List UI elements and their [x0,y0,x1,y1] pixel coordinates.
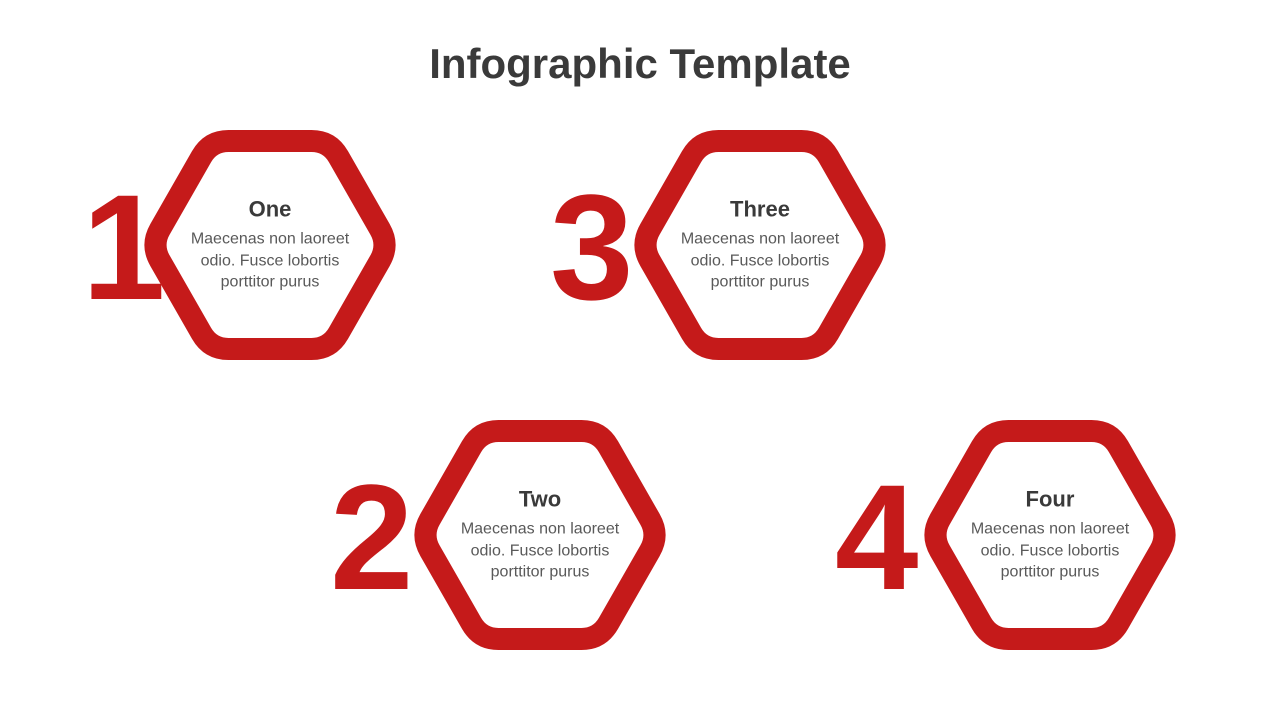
item-3-number: 3 [550,172,629,322]
info-item-2: 2 Two Maecenas non laoreet odio. Fusce l… [410,420,670,650]
info-item-1: 1 One Maecenas non laoreet odio. Fusce l… [140,130,400,360]
item-2-number: 2 [330,462,409,612]
hexagon-shape: Four Maecenas non laoreet odio. Fusce lo… [920,420,1180,650]
item-2-body: Maecenas non laoreet odio. Fusce loborti… [455,519,625,584]
item-2-title: Two [455,487,625,513]
item-1-title: One [185,197,355,223]
item-2-content: Two Maecenas non laoreet odio. Fusce lob… [455,487,625,584]
hexagon-shape: Three Maecenas non laoreet odio. Fusce l… [630,130,890,360]
hexagon-shape: One Maecenas non laoreet odio. Fusce lob… [140,130,400,360]
slide: Infographic Template 1 One Maecenas non … [0,0,1280,720]
item-1-body: Maecenas non laoreet odio. Fusce loborti… [185,229,355,294]
info-item-4: 4 Four Maecenas non laoreet odio. Fusce … [920,420,1180,650]
item-4-content: Four Maecenas non laoreet odio. Fusce lo… [965,487,1135,584]
item-4-number: 4 [835,462,914,612]
item-3-title: Three [675,197,845,223]
item-3-body: Maecenas non laoreet odio. Fusce loborti… [675,229,845,294]
hexagon-shape: Two Maecenas non laoreet odio. Fusce lob… [410,420,670,650]
item-4-title: Four [965,487,1135,513]
item-3-content: Three Maecenas non laoreet odio. Fusce l… [675,197,845,294]
item-4-body: Maecenas non laoreet odio. Fusce loborti… [965,519,1135,584]
item-1-content: One Maecenas non laoreet odio. Fusce lob… [185,197,355,294]
info-item-3: 3 Three Maecenas non laoreet odio. Fusce… [630,130,890,360]
page-title: Infographic Template [0,40,1280,88]
